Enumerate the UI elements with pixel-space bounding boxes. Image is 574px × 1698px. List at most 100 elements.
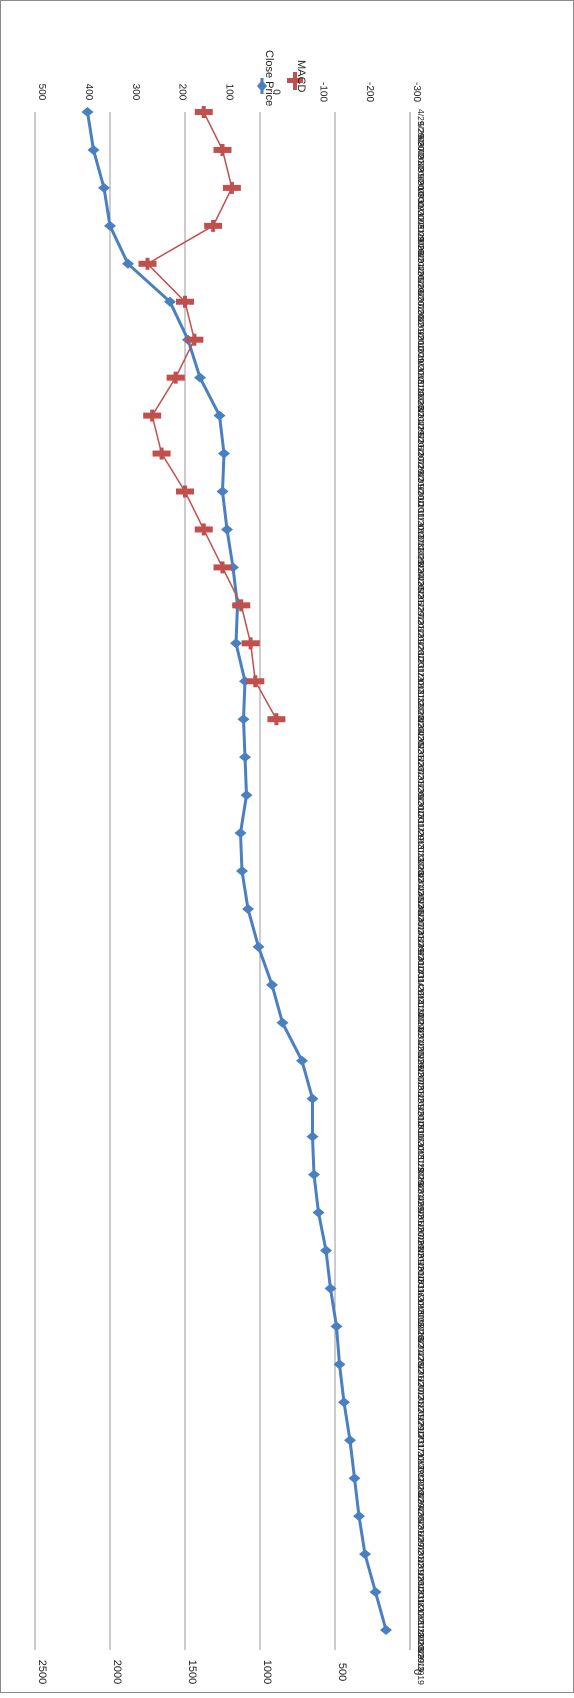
x-tick-label: 12/30/2016 <box>416 1298 426 1341</box>
x-axis-tick-labels: 4/29/20095/29/20096/30/20097/31/20098/31… <box>416 109 426 1685</box>
close-price-point <box>380 1625 392 1635</box>
x-tick-label: 7/29/2016 <box>416 1233 426 1271</box>
x-tick-label: 12/31/2012 <box>416 678 426 721</box>
macd-point-cap <box>201 523 206 536</box>
x-tick-label: 3/31/2016 <box>416 1182 426 1220</box>
x-tick-label: 12/30/2011 <box>416 523 426 565</box>
macd-point-cap <box>201 106 206 118</box>
x-tick-label: 1/30/2015 <box>416 1001 426 1039</box>
x-tick-label: 6/30/2016 <box>416 1220 426 1258</box>
x-tick-label: 9/30/2015 <box>416 1104 426 1142</box>
legend-marker-close-price <box>257 80 267 92</box>
x-tick-label: 7/31/2018 <box>416 1544 426 1582</box>
x-tick-label: 1/31/2012 <box>416 536 426 574</box>
close-price-point <box>239 752 251 763</box>
x-tick-label: 4/29/2016 <box>416 1195 426 1233</box>
close-price-point <box>216 486 229 497</box>
close-price-point <box>333 1359 346 1370</box>
x-tick-label: 4/29/2011 <box>416 419 426 456</box>
x-tick-label: 6/30/2017 <box>416 1376 426 1414</box>
x-tick-label: 8/31/2018 <box>416 1557 426 1595</box>
right-axis: -300 -200 -100 0 100 200 300 400 500 <box>36 82 422 102</box>
x-tick-label: 11/30/2011 <box>416 510 426 552</box>
x-tick-label: 9/30/2011 <box>416 484 426 521</box>
close-price-point <box>240 790 253 801</box>
x-tick-label: 10/31/2014 <box>416 962 426 1005</box>
close-price-point <box>252 941 265 952</box>
left-axis-tick-label: 2000 <box>111 1660 123 1684</box>
x-tick-label: 4/30/2013 <box>416 729 426 767</box>
macd-point-cap <box>192 333 197 346</box>
x-tick-label: 4/29/2009 <box>416 109 426 147</box>
x-tick-label: 5/31/2012 <box>416 587 426 625</box>
x-tick-label: 11/30/2017 <box>416 1440 426 1482</box>
right-axis-tick-label: 300 <box>130 84 141 101</box>
macd-point-cap <box>145 257 150 270</box>
x-tick-label: 2/27/2015 <box>416 1014 426 1052</box>
x-tick-label: 6/29/2018 <box>416 1531 426 1569</box>
left-axis: 0 500 1000 1500 2000 2500 <box>36 1660 423 1684</box>
macd-point-cap <box>159 447 164 460</box>
x-tick-label: 5/29/2015 <box>416 1052 426 1090</box>
x-tick-label: 1/31/2018 <box>416 1466 426 1504</box>
close-price-point <box>353 1511 365 1522</box>
x-tick-label: 7/30/2010 <box>416 303 426 341</box>
x-tick-label: 1/31/2013 <box>416 691 426 729</box>
right-axis-tick-label: -100 <box>317 82 328 102</box>
macd-point-cap <box>183 485 187 498</box>
x-tick-label: 12/31/2015 <box>416 1143 426 1186</box>
x-tick-label: 5/28/2010 <box>416 277 426 315</box>
x-tick-label: 2/28/2017 <box>416 1324 426 1362</box>
x-tick-label: 3/28/2013 <box>416 716 426 754</box>
macd-point-cap <box>173 371 178 384</box>
x-tick-label: 8/31/2010 <box>416 316 426 354</box>
x-tick-label: 4/30/2012 <box>416 574 426 612</box>
close-price-point <box>369 1587 382 1598</box>
legend-label-close-price: Close Price <box>263 50 275 106</box>
left-axis-tick-label: 500 <box>336 1663 348 1681</box>
close-price-point <box>324 1283 337 1294</box>
macd-point-cap <box>229 181 234 194</box>
x-tick-label: 12/31/2009 <box>416 212 426 255</box>
x-tick-label: 6/28/2013 <box>416 755 426 793</box>
x-tick-label: 2/29/2016 <box>416 1169 426 1207</box>
x-tick-label: 9/30/2016 <box>416 1259 426 1297</box>
macd-point-cap <box>239 599 244 612</box>
x-tick-label: 10/31/2013 <box>416 807 426 850</box>
x-tick-label: 2/28/2019 <box>416 1634 426 1672</box>
x-tick-label: 2/28/2014 <box>416 859 426 897</box>
close-price-point <box>344 1435 356 1446</box>
close-price-point <box>87 144 100 155</box>
x-tick-label: 12/31/2010 <box>416 367 426 410</box>
close-price-point <box>104 220 116 231</box>
gridlines <box>34 112 411 1650</box>
x-tick-label: 11/30/2015 <box>416 1130 426 1172</box>
x-tick-label: 7/31/2015 <box>416 1078 426 1116</box>
x-tick-label: 9/30/2014 <box>416 949 426 987</box>
close-price-point <box>122 258 134 269</box>
macd-point-cap <box>150 409 155 422</box>
x-tick-label: 4/30/2014 <box>416 884 426 922</box>
x-tick-label: 5/31/2016 <box>416 1208 426 1246</box>
x-tick-label: 4/28/2017 <box>416 1350 426 1388</box>
x-tick-label: 7/31/2012 <box>416 613 426 651</box>
x-tick-label: 7/29/2011 <box>416 458 426 495</box>
x-tick-label: 11/30/2018 <box>416 1595 426 1637</box>
x-tick-label: 10/31/2017 <box>416 1427 426 1470</box>
series-layer <box>81 106 392 1635</box>
close-price-point <box>338 1397 350 1408</box>
macd-point-cap <box>220 561 225 574</box>
x-tick-label: 1/31/2011 <box>416 380 426 417</box>
legend-label-macd: MACD <box>295 60 307 92</box>
macd-point-cap <box>253 675 258 688</box>
macd-point-cap <box>183 295 187 308</box>
x-tick-label: 6/30/2015 <box>416 1065 426 1103</box>
close-price-point <box>218 448 230 459</box>
close-price-point <box>266 979 278 990</box>
x-tick-label: 8/30/2013 <box>416 781 426 819</box>
left-axis-tick-label: 2500 <box>36 1660 48 1684</box>
close-price-point <box>213 410 226 421</box>
x-tick-label: 5/31/2011 <box>416 432 426 469</box>
